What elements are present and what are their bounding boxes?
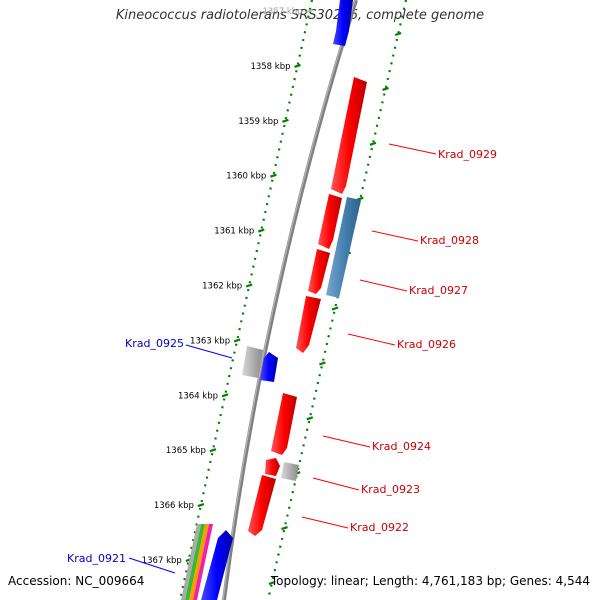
leader-krad-0926	[347, 333, 396, 346]
gene-arrow-krad-0922[interactable]	[248, 475, 276, 536]
gene-label-krad-0928[interactable]: Krad_0928	[420, 234, 479, 247]
leader-krad-0924	[322, 435, 371, 448]
leader-lines	[128, 143, 437, 574]
kbp-tick-left	[245, 283, 253, 288]
kbp-tick-left	[197, 503, 205, 508]
kbp-tick-label: 1357 kbp	[263, 7, 303, 17]
kbp-tick-right	[319, 361, 326, 366]
kbp-tick-left	[233, 338, 241, 343]
genome-title: Kineococcus radiotolerans SRS30216, comp…	[115, 8, 485, 23]
kbp-tick-left	[209, 448, 217, 453]
gene-stripe-green[interactable]	[185, 524, 205, 600]
kbp-tick-label: 1362 kbp	[202, 282, 242, 292]
leader-krad-0927	[359, 279, 408, 292]
kbp-tick-label: 1365 kbp	[166, 446, 206, 456]
kbp-tick-right	[331, 306, 339, 311]
kbp-tick-label: 1361 kbp	[214, 227, 254, 237]
kbp-tick-label: 1360 kbp	[226, 172, 266, 182]
kbp-tick-left	[221, 393, 229, 398]
gene-arrow-krad-0927[interactable]	[308, 249, 330, 294]
gene-stripe-gray[interactable]	[181, 524, 201, 600]
gene-arrow-krad-0928a[interactable]	[318, 194, 342, 249]
right-scale-line	[266, 0, 408, 600]
leader-krad-0925	[185, 344, 233, 359]
kbp-tick-label: 1358 kbp	[250, 62, 290, 72]
gene-arrow-krad-0921[interactable]	[201, 530, 233, 600]
kbp-tick-left	[294, 63, 301, 68]
gene-label-krad-0927[interactable]: Krad_0927	[409, 284, 468, 297]
gene-label-krad-0929[interactable]: Krad_0929	[438, 148, 497, 161]
gene-arrow-krad-0924[interactable]	[271, 393, 297, 455]
kbp-tick-right	[306, 416, 314, 421]
gene-labels: Krad_0929 Krad_0928 Krad_0927 Krad_0926 …	[67, 148, 497, 565]
kbp-tick-right	[369, 141, 377, 146]
left-scale-line	[178, 0, 314, 600]
gene-arrow-krad-0925-pseudo[interactable]	[242, 346, 263, 378]
kbp-tick-label: 1367 kbp	[142, 556, 182, 566]
genome-axis-highlight	[222, 0, 356, 600]
gene-arrow-krad-0926[interactable]	[296, 296, 321, 353]
kbp-tick-right	[268, 580, 276, 586]
kbp-tick-label: 1359 kbp	[238, 117, 278, 127]
kbp-tick-right	[356, 196, 364, 201]
genome-axis	[222, 0, 358, 600]
kbp-tick-left	[269, 173, 277, 178]
gene-stripe-orange[interactable]	[189, 524, 209, 600]
kbp-tick-label: 1366 kbp	[154, 501, 194, 511]
kbp-tick-right	[281, 526, 288, 531]
kbp-tick-label: 1364 kbp	[178, 391, 218, 401]
gene-arrows	[181, 0, 367, 600]
kbp-tick-right	[394, 31, 402, 37]
gene-label-krad-0922[interactable]: Krad_0922	[350, 521, 409, 534]
gene-label-krad-0926[interactable]: Krad_0926	[397, 338, 456, 351]
leader-krad-0922	[301, 516, 349, 529]
gene-label-krad-0921[interactable]: Krad_0921	[67, 552, 126, 565]
gene-arrow-krad-0925[interactable]	[260, 352, 278, 382]
gene-stripe-magenta[interactable]	[193, 524, 213, 600]
gene-arrow-krad-0923a[interactable]	[265, 458, 280, 476]
accession-label: Accession: NC_009664	[8, 574, 145, 588]
leader-krad-0921	[128, 557, 176, 574]
gene-label-krad-0925[interactable]: Krad_0925	[125, 337, 184, 350]
gene-label-krad-0924[interactable]: Krad_0924	[372, 440, 431, 453]
gene-arrow-krad-0923-pseudo[interactable]	[281, 462, 299, 481]
gene-arrow-krad-0928-rna[interactable]	[326, 197, 361, 298]
leader-krad-0923	[312, 477, 360, 491]
topology-label: Topology: linear; Length: 4,761,183 bp; …	[270, 574, 590, 588]
kbp-tick-left	[282, 118, 289, 123]
kbp-tick-label: 1363 kbp	[190, 336, 230, 346]
gene-label-krad-0923[interactable]: Krad_0923	[361, 483, 420, 496]
gene-arrow-krad-0929[interactable]	[331, 77, 367, 194]
kbp-tick-left	[257, 228, 265, 233]
gene-arrow-blue-top[interactable]	[333, 0, 353, 46]
kbp-tick-right	[382, 86, 389, 91]
leader-krad-0928	[371, 230, 419, 242]
kbp-tick-left	[306, 8, 313, 14]
leader-krad-0929	[388, 143, 437, 155]
